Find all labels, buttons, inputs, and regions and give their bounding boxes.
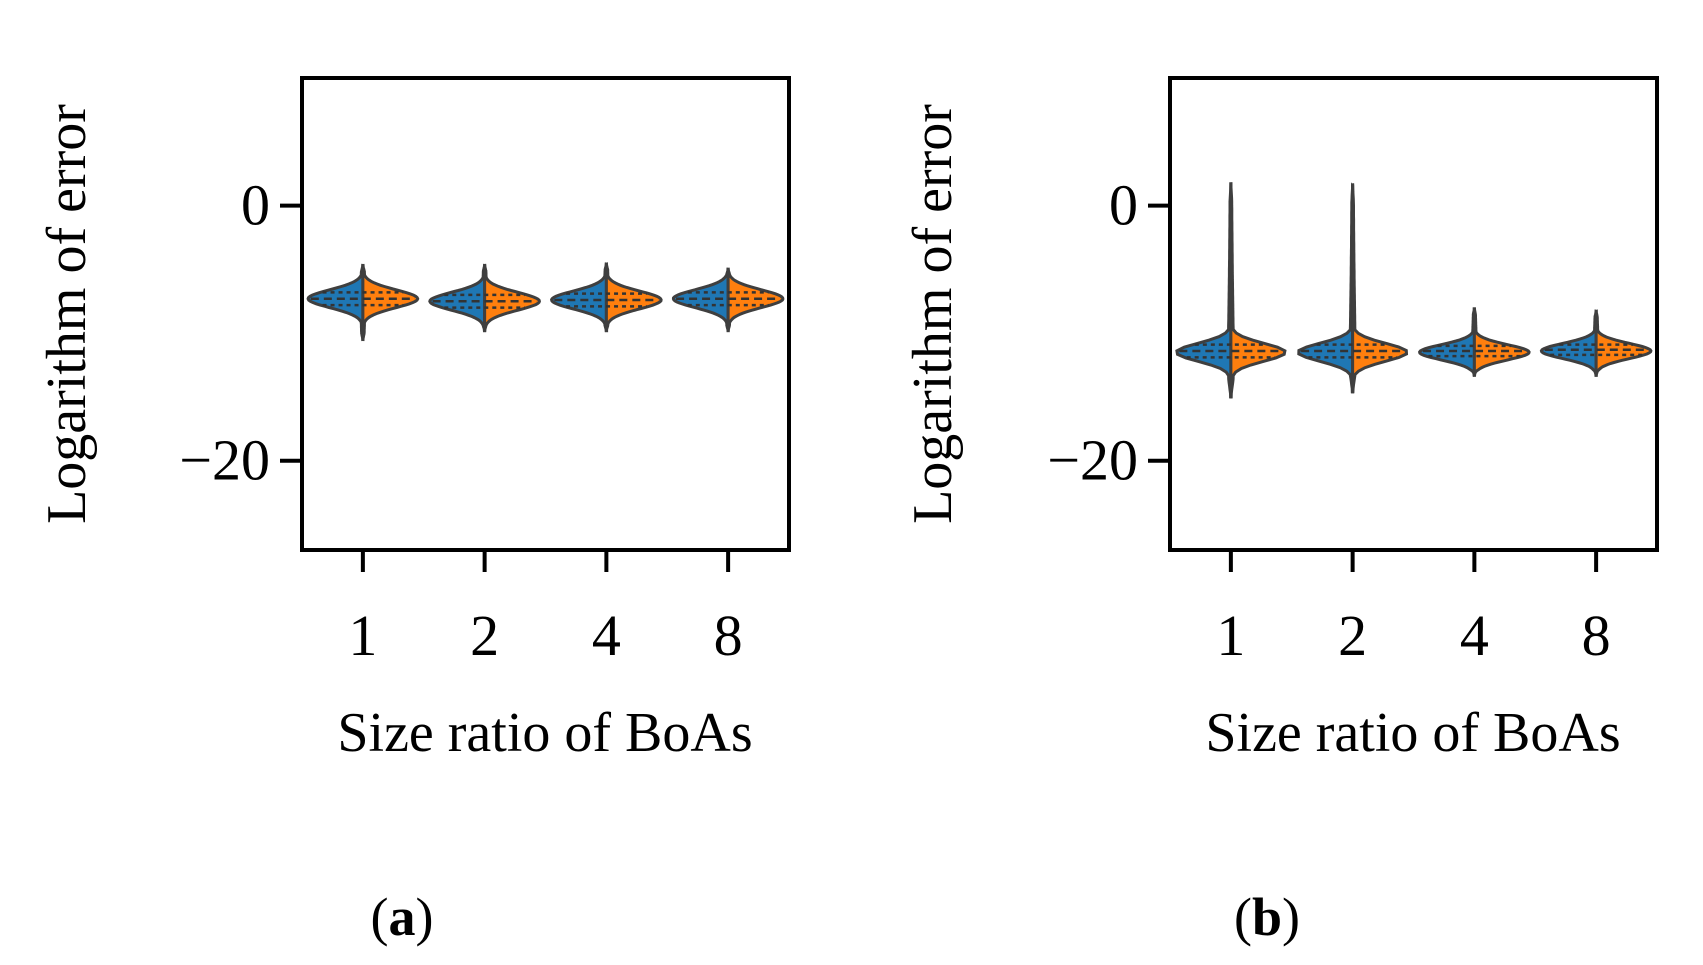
caption-b: (b) — [1234, 887, 1300, 947]
x-tick-label-a-0: 1 — [348, 603, 377, 668]
violin-right-a-2 — [604, 262, 663, 333]
x-tick-label-b-2: 4 — [1460, 603, 1489, 668]
y-tick-label-b-1: −20 — [1047, 428, 1138, 493]
violin-right-b-2 — [1472, 307, 1531, 377]
x-tick-label-a-1: 2 — [470, 603, 499, 668]
y-axis-b: 0 −20 — [1047, 173, 1170, 493]
x-axis-label-a: Size ratio of BoAs — [337, 702, 752, 764]
violin-left-a-3 — [671, 267, 730, 333]
violin-left-a-0 — [306, 263, 365, 342]
panel-b: 0 −20 1 2 4 8 Logarithm of error Size ratio … — [902, 76, 1659, 947]
caption-a: (a) — [371, 887, 434, 947]
caption-letter-b: b — [1252, 887, 1282, 947]
x-tick-label-a-2: 4 — [592, 603, 621, 668]
plot-area-b — [1175, 181, 1653, 399]
y-tick-label-a-1: −20 — [179, 428, 270, 493]
violin-left-b-1 — [1297, 183, 1355, 394]
violin-left-b-0 — [1175, 181, 1233, 399]
y-axis-label-a: Logarithm of error — [36, 104, 98, 524]
x-axis-b: 1 2 4 8 — [1216, 550, 1611, 668]
x-tick-label-b-1: 2 — [1338, 603, 1367, 668]
violin-right-a-3 — [726, 267, 785, 333]
y-tick-label-b-0: 0 — [1109, 173, 1138, 238]
plot-area-a — [306, 262, 785, 342]
axes-frame-b — [1168, 76, 1659, 552]
x-tick-label-a-3: 8 — [714, 603, 743, 668]
violin-left-b-3 — [1539, 309, 1598, 377]
caption-letter-a: a — [389, 887, 416, 947]
x-tick-label-b-3: 8 — [1582, 603, 1611, 668]
x-axis-a: 1 2 4 8 — [348, 550, 743, 668]
violin-right-a-0 — [361, 263, 420, 342]
violin-left-a-1 — [428, 263, 487, 333]
x-tick-label-b-0: 1 — [1216, 603, 1245, 668]
violin-left-a-2 — [550, 262, 608, 333]
violin-right-b-0 — [1229, 182, 1287, 399]
x-axis-label-b: Size ratio of BoAs — [1205, 702, 1620, 764]
violin-right-b-1 — [1351, 182, 1409, 394]
panel-a: 0 −20 1 2 4 8 Logarithm of error Size ratio … — [36, 76, 791, 947]
violin-right-b-3 — [1594, 309, 1653, 378]
y-axis-a: 0 −20 — [179, 173, 302, 493]
axes-frame-a — [300, 76, 791, 552]
violin-left-b-2 — [1417, 307, 1476, 377]
violin-right-a-1 — [483, 263, 541, 333]
y-axis-label-b: Logarithm of error — [902, 104, 964, 524]
y-tick-label-a-0: 0 — [241, 173, 270, 238]
